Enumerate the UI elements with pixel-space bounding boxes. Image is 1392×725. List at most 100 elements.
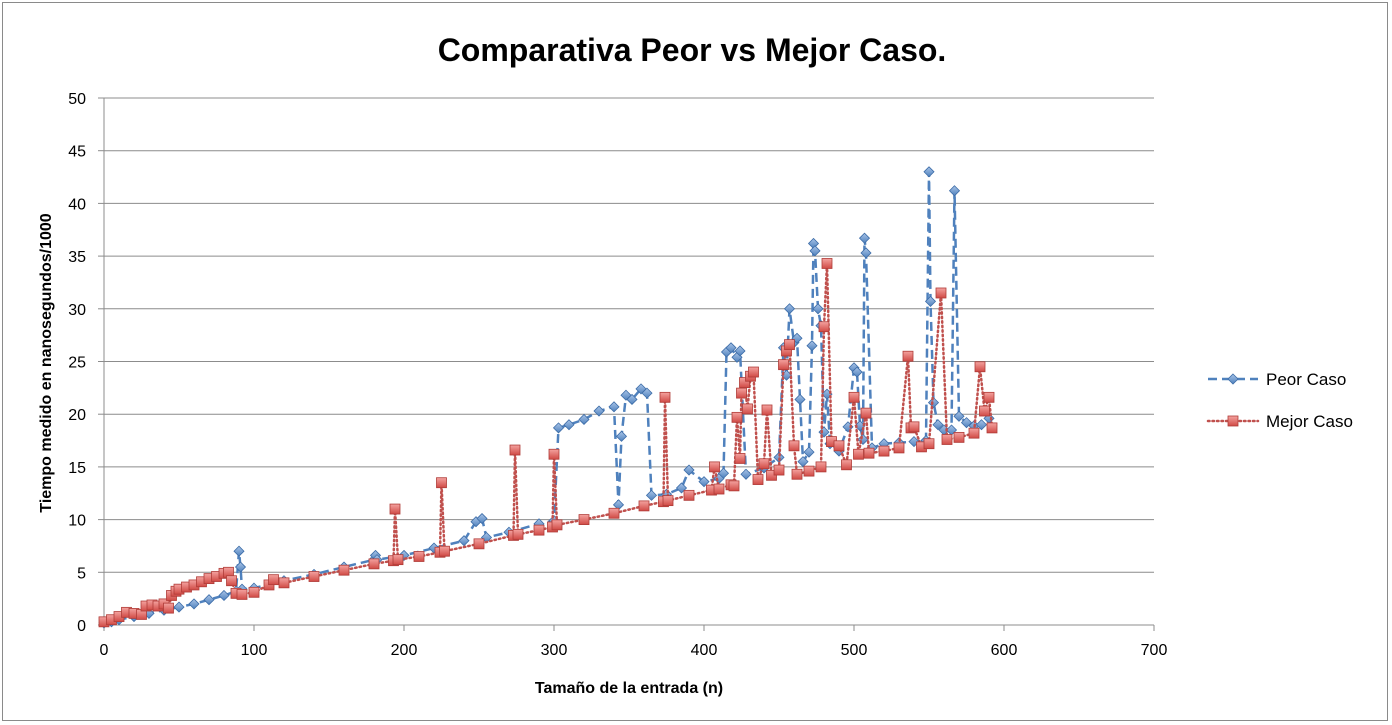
point-mejor-caso-59	[734, 453, 746, 464]
point-mejor-caso-50	[659, 391, 671, 403]
y-tick-label: 40	[68, 196, 86, 213]
point-mejor-caso-34	[413, 551, 425, 562]
x-tick-label: 100	[241, 642, 268, 659]
legend-label-mejor-caso: Mejor Caso	[1266, 412, 1353, 431]
point-peor-caso-51	[734, 345, 746, 357]
chart-svg: Comparativa Peor vs Mejor Caso. 0 100 200 3…	[38, 32, 1353, 697]
point-mejor-caso-52	[683, 489, 695, 501]
point-mejor-caso-40	[509, 444, 521, 456]
point-mejor-caso-54	[709, 461, 720, 473]
y-tick-label: 15	[68, 460, 86, 477]
point-peor-caso-6	[173, 601, 185, 613]
point-mejor-caso-42	[533, 524, 545, 536]
point-mejor-caso-69	[773, 464, 785, 476]
x-tick-label: 700	[1141, 642, 1168, 659]
y-tick-label: 25	[68, 355, 86, 372]
y-tick-label: 50	[68, 91, 86, 108]
point-mejor-caso-23	[236, 589, 248, 600]
point-peor-caso-12	[234, 561, 247, 573]
point-mejor-caso-100	[986, 422, 998, 434]
point-mejor-caso-47	[608, 507, 620, 519]
point-mejor-caso-65	[752, 474, 764, 485]
point-mejor-caso-95	[953, 431, 965, 443]
point-mejor-caso-64	[748, 366, 759, 378]
point-mejor-caso-67	[761, 404, 773, 416]
point-mejor-caso-82	[848, 391, 860, 403]
point-peor-caso-74	[851, 366, 863, 378]
point-mejor-caso-87	[893, 442, 905, 454]
x-axis-title: Tamaño de la entrada (n)	[535, 680, 723, 697]
x-tick-label: 400	[691, 642, 718, 659]
point-peor-caso-90	[948, 185, 961, 197]
point-mejor-caso-24	[248, 586, 260, 598]
point-peor-caso-49	[725, 342, 737, 354]
point-mejor-caso-99	[983, 391, 995, 403]
point-mejor-caso-73	[788, 440, 800, 452]
point-mejor-caso-96	[968, 427, 980, 439]
point-mejor-caso-62	[742, 403, 753, 415]
point-peor-caso-legend	[1227, 373, 1239, 385]
point-mejor-caso-30	[368, 558, 380, 570]
point-peor-caso-92	[960, 417, 973, 429]
series-mejor-caso	[98, 258, 998, 628]
point-peor-caso-45	[698, 476, 710, 488]
point-mejor-caso-58	[731, 411, 743, 423]
point-mejor-caso-legend	[1227, 415, 1239, 427]
y-tick-label: 10	[68, 513, 86, 530]
x-tick-labels: 0 100 200 300 400 500 600 700	[100, 625, 1168, 659]
point-peor-caso-91	[953, 410, 965, 422]
point-mejor-caso-26	[268, 574, 279, 586]
point-mejor-caso-74	[791, 468, 803, 480]
point-peor-caso-31	[563, 419, 575, 431]
point-peor-caso-62	[803, 446, 815, 458]
point-peor-caso-11	[233, 545, 245, 557]
point-mejor-caso-94	[941, 434, 953, 445]
point-peor-caso-44	[683, 464, 695, 476]
y-tick-label: 20	[68, 407, 86, 424]
x-tick-label: 300	[541, 642, 568, 659]
point-mejor-caso-55	[713, 483, 725, 495]
point-mejor-caso-93	[935, 287, 947, 299]
point-mejor-caso-80	[833, 440, 845, 452]
point-mejor-caso-29	[338, 564, 350, 576]
point-mejor-caso-86	[878, 445, 890, 457]
point-peor-caso-32	[578, 413, 590, 426]
point-peor-caso-7	[188, 598, 200, 610]
x-tick-label: 500	[841, 642, 868, 659]
y-tick-label: 35	[68, 249, 86, 266]
series-layer	[98, 166, 998, 629]
point-peor-caso-61	[797, 456, 809, 468]
point-peor-caso-47	[717, 467, 730, 479]
point-peor-caso-9	[218, 589, 230, 602]
point-peor-caso-78	[860, 247, 872, 259]
y-tick-label: 5	[77, 565, 86, 582]
point-mejor-caso-92	[923, 438, 935, 450]
point-mejor-caso-72	[784, 339, 795, 351]
point-mejor-caso-97	[974, 361, 986, 373]
point-peor-caso-30	[552, 422, 565, 434]
point-mejor-caso-36	[436, 477, 447, 489]
point-mejor-caso-75	[803, 465, 815, 477]
point-peor-caso-33	[593, 405, 605, 417]
point-mejor-caso-38	[473, 538, 485, 550]
legend: Peor Caso Mejor Caso	[1206, 370, 1353, 431]
point-peor-caso-36	[615, 430, 628, 442]
point-peor-caso-84	[923, 166, 935, 178]
point-mejor-caso-21	[226, 575, 237, 587]
point-peor-caso-40	[641, 387, 653, 399]
point-peor-caso-60	[794, 393, 806, 406]
point-mejor-caso-77	[818, 321, 830, 333]
point-mejor-caso-98	[979, 405, 990, 417]
point-mejor-caso-45	[551, 519, 563, 531]
x-tick-label: 0	[100, 642, 109, 659]
point-peor-caso-41	[645, 489, 658, 501]
point-peor-caso-38	[626, 393, 638, 406]
point-mejor-caso-10	[163, 602, 174, 614]
point-mejor-caso-46	[578, 514, 590, 526]
point-mejor-caso-84	[860, 407, 872, 419]
y-tick-label: 0	[77, 618, 86, 635]
point-peor-caso-52	[740, 468, 752, 480]
point-peor-caso-66	[812, 303, 824, 315]
point-mejor-caso-41	[512, 528, 524, 540]
